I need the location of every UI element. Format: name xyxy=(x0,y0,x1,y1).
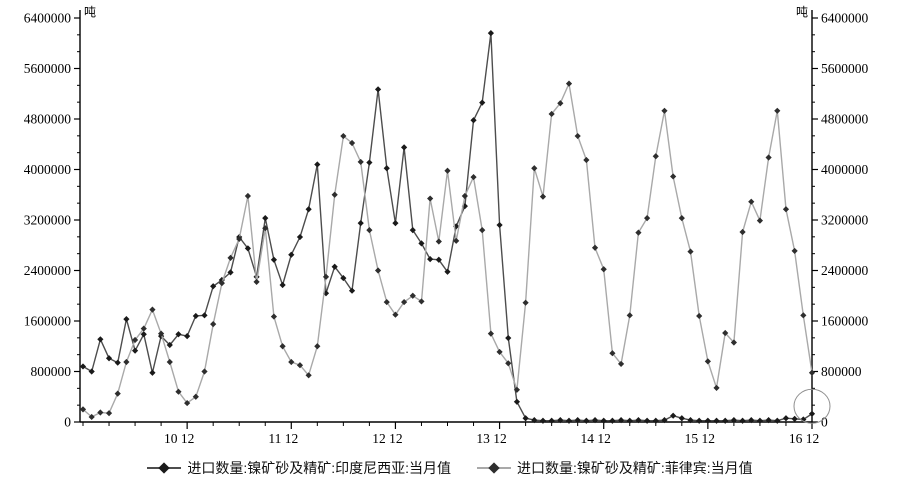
unit-label-right: 吨 xyxy=(796,5,808,19)
series-0-line xyxy=(82,32,813,422)
x-tick-label: 11 12 xyxy=(268,431,298,446)
x-tick-label: 12 12 xyxy=(372,431,402,446)
series-1-line xyxy=(82,82,813,418)
y-tick-label-right: 0 xyxy=(821,415,828,430)
y-tick-label-right: 5600000 xyxy=(821,61,869,76)
y-tick-label-left: 6400000 xyxy=(24,11,72,26)
x-tick-label: 16 12 xyxy=(789,431,819,446)
y-tick-label-right: 1600000 xyxy=(821,314,869,329)
y-tick-label-right: 800000 xyxy=(821,364,862,379)
legend-marker-philippines-diamond-icon xyxy=(477,462,511,474)
x-tick-label: 10 12 xyxy=(164,431,194,446)
y-tick-label-right: 2400000 xyxy=(821,263,869,278)
legend-label-philippines: 进口数量:镍矿砂及精矿:菲律宾:当月值 xyxy=(517,460,753,476)
unit-label-left: 吨 xyxy=(84,5,96,19)
legend-marker-indonesia-diamond-icon xyxy=(147,462,182,474)
x-tick-label: 15 12 xyxy=(685,431,715,446)
legend-item-indonesia: 进口数量:镍矿砂及精矿:印度尼西亚:当月值 xyxy=(147,458,451,478)
series-0-markers xyxy=(79,30,816,424)
y-tick-label-left: 4800000 xyxy=(24,112,72,127)
legend-label-indonesia: 进口数量:镍矿砂及精矿:印度尼西亚:当月值 xyxy=(187,460,451,476)
y-tick-label-right: 3200000 xyxy=(821,213,869,228)
y-tick-label-left: 3200000 xyxy=(24,213,72,228)
plot-area: 吨 吨 0 0 800000 800000 1600000 1600000 2400000 240… xyxy=(24,5,869,446)
y-tick-label-right: 4000000 xyxy=(821,162,869,177)
y-tick-label-left: 0 xyxy=(64,415,71,430)
y-tick-label-right: 6400000 xyxy=(821,11,869,26)
legend: 进口数量:镍矿砂及精矿:印度尼西亚:当月值 进口数量:镍矿砂及精矿:菲律宾:当月… xyxy=(0,450,900,486)
y-tick-label-left: 4000000 xyxy=(24,162,72,177)
y-tick-label-left: 800000 xyxy=(31,364,72,379)
series-1-markers xyxy=(79,80,816,421)
y-tick-label-left: 2400000 xyxy=(24,263,72,278)
y-tick-label-right: 4800000 xyxy=(821,112,869,127)
x-tick-label: 14 12 xyxy=(581,431,611,446)
highlight-ellipse-annotation xyxy=(793,388,831,424)
y-tick-label-left: 1600000 xyxy=(24,314,72,329)
legend-item-philippines: 进口数量:镍矿砂及精矿:菲律宾:当月值 xyxy=(477,458,753,478)
y-tick-label-left: 5600000 xyxy=(24,61,72,76)
x-tick-label: 13 12 xyxy=(476,431,506,446)
